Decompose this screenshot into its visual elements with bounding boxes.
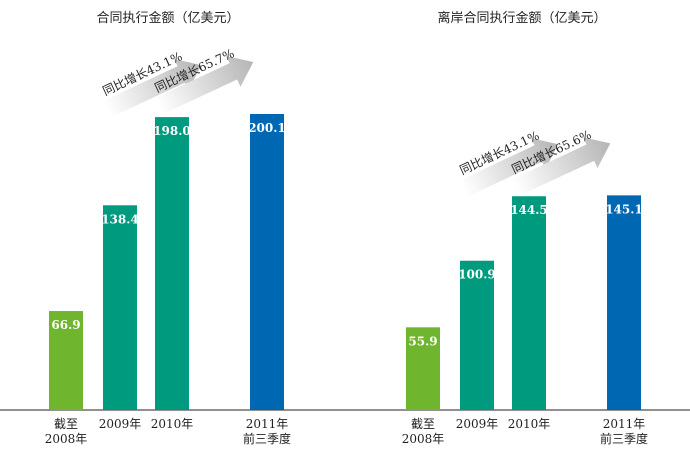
data-label-2: 100.9 <box>458 268 496 282</box>
bar-2 <box>460 260 494 410</box>
tick-label-4: 2011年前三季度 <box>600 417 648 446</box>
bar-2 <box>103 205 137 410</box>
tick-label-4: 2011年前三季度 <box>243 417 291 446</box>
tick-label-2: 2009年 <box>456 417 499 431</box>
growth-arrow-2: 同比增长65.7% <box>152 46 254 115</box>
tick-label-3: 2010年 <box>151 417 194 431</box>
chart-title: 合同执行金额（亿美元） <box>96 10 239 26</box>
chart-title: 离岸合同执行金额（亿美元） <box>437 10 606 26</box>
arrow-icon <box>103 59 202 118</box>
data-label-1: 66.9 <box>51 318 80 332</box>
tick-label-1: 截至 2008年 <box>45 417 88 446</box>
data-label-3: 144.5 <box>510 203 548 217</box>
bar-3 <box>155 117 189 410</box>
arrow-icon <box>512 137 611 196</box>
data-label-1: 55.9 <box>408 334 437 348</box>
arrow-icon <box>460 138 559 197</box>
bar-3 <box>512 196 546 410</box>
chart-panel-2: 离岸合同执行金额（亿美元） 55.9 截至 2008年 100.9 2009年 144.5 2… <box>402 10 648 446</box>
arrow-icon <box>155 55 254 115</box>
data-label-3: 198.0 <box>153 124 191 138</box>
bar-4 <box>607 195 641 410</box>
data-label-4: 145.1 <box>605 202 643 216</box>
tick-label-3: 2010年 <box>508 417 551 431</box>
bar-1 <box>49 311 83 410</box>
data-label-2: 138.4 <box>101 212 139 226</box>
data-label-4: 200.1 <box>248 121 286 135</box>
bar-4 <box>250 114 284 410</box>
chart-panel-1: 合同执行金额（亿美元） 66.9 截至 2008年 138.4 2009年 198.0 201… <box>45 10 291 446</box>
bar-1 <box>406 327 440 410</box>
tick-label-2: 2009年 <box>99 417 142 431</box>
tick-label-1: 截至 2008年 <box>402 417 445 446</box>
